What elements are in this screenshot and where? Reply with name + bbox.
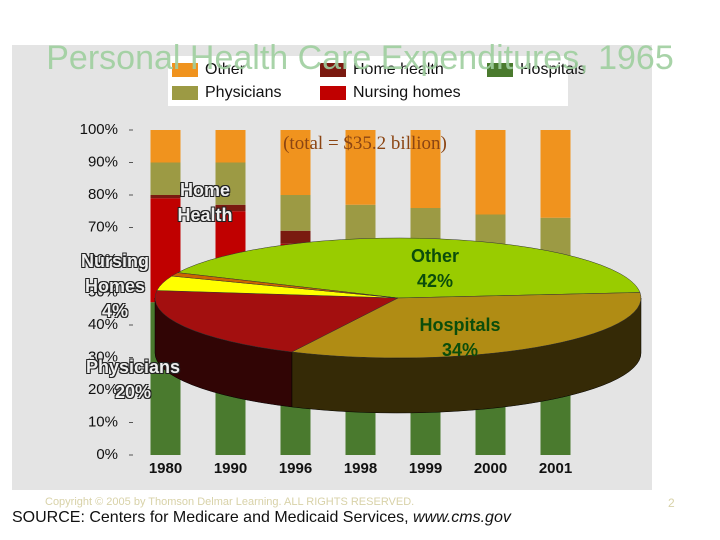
source-text: SOURCE: Centers for Medicare and Medicai… [12,509,409,526]
pie-slice [171,272,399,299]
bar-segment [150,162,181,195]
legend-label: Nursing homes [353,84,461,101]
pie-slice [154,290,399,353]
pie-label: Nursing Homes [80,251,149,296]
bar-segment [215,130,246,163]
y-tick-label: 60% [88,251,118,268]
x-tick-label: 1980 [149,460,182,477]
source: SOURCE: Centers for Medicare and Medicai… [12,509,511,527]
pie-label: Home Health [177,180,233,225]
x-tick-label: 1996 [279,460,312,477]
bar-segment [345,130,376,205]
pie-label: Physicians [85,357,181,377]
bar-segment [410,130,441,208]
pie-label: Hospitals [419,315,501,335]
y-tick-label: 100% [80,121,118,138]
y-tick-label: 90% [88,153,118,170]
pie-value-label: 4% [101,301,128,321]
bar-segment [410,208,441,241]
x-tick-label: 2001 [539,460,572,477]
bar-segment [345,204,376,241]
copyright: Copyright © 2005 by Thomson Delmar Learn… [45,496,415,508]
y-tick-label: 10% [88,413,118,430]
pie-label: Other [410,246,459,266]
page-number: 2 [668,496,675,510]
legend-swatch [320,86,346,100]
bar-segment [280,130,311,195]
legend-label: Hospitals [520,61,586,78]
y-tick-label: 70% [88,218,118,235]
bar-segment [215,204,246,212]
y-tick-label: 0% [96,446,118,463]
pie-value-label: 42% [416,271,454,291]
y-tick-label: 20% [88,381,118,398]
x-tick-label: 2000 [474,460,507,477]
legend-swatch [172,86,198,100]
legend-swatch [172,63,198,77]
bar-segment [540,130,571,218]
source-url: www.cms.gov [413,509,511,526]
legend-label: Other [205,61,246,78]
x-tick-label: 1990 [214,460,247,477]
pie-value-label: 20% [114,382,152,402]
legend-label: Physicians [205,84,281,101]
bar-segment [280,230,311,244]
pie-value-label: 34% [441,340,479,360]
bar-segment [150,130,181,163]
slide-title: Personal Health Care Expenditures, 1965 [46,39,674,77]
y-tick-label: 40% [88,316,118,333]
bar-segment [215,162,246,205]
legend-swatch [487,63,513,77]
x-tick-label: 1999 [409,460,442,477]
subtitle: (total = $35.2 billion) [283,133,447,154]
y-tick-label: 80% [88,186,118,203]
y-tick-label: 50% [88,283,118,300]
bar-segment [475,130,506,215]
legend-label: Home health [353,61,444,78]
legend-swatch [320,63,346,77]
pie-slice [176,237,641,299]
y-tick-label: 30% [88,348,118,365]
pie-slice [291,292,642,359]
bar-segment [150,195,181,199]
x-tick-label: 1998 [344,460,377,477]
bar-segment [280,195,311,231]
